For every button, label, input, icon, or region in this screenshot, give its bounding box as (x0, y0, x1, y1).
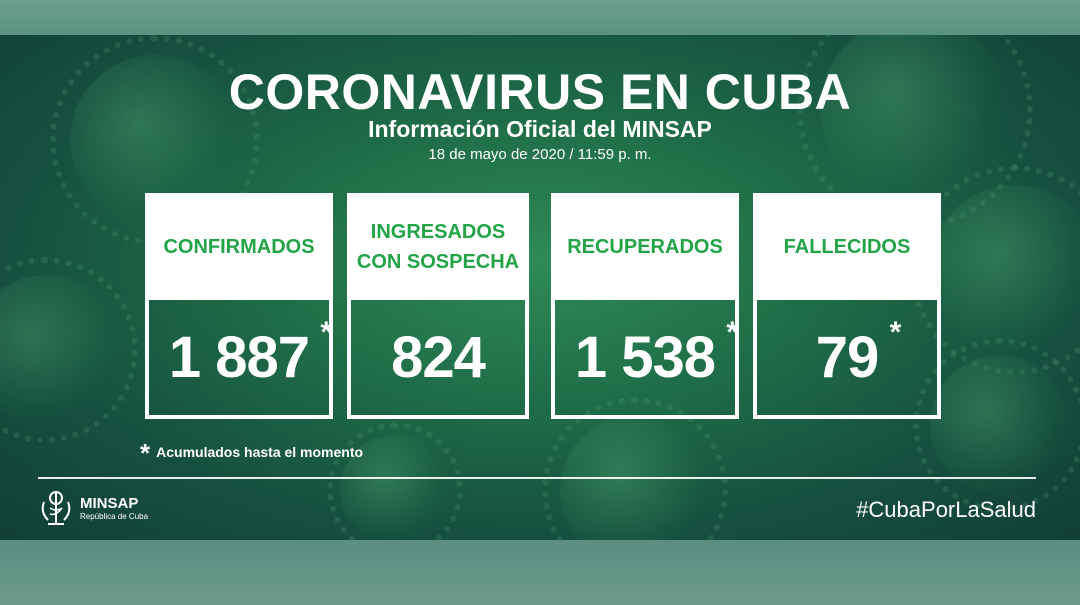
card-value-box: 1 538 * (551, 300, 739, 419)
report-date: 18 de mayo de 2020 / 11:59 p. m. (428, 146, 652, 163)
card-label: INGRESADOS CON SOSPECHA (347, 193, 529, 300)
logo-subtitle: República de Cuba (80, 512, 149, 521)
footnote: * Acumulados hasta el momento (140, 438, 364, 468)
divider (38, 477, 1036, 479)
card-value: 79 * (815, 318, 901, 391)
card-label: FALLECIDOS (753, 193, 941, 300)
card-value: 1 538 * (574, 318, 738, 391)
card-value-box: 824 (347, 300, 529, 419)
virus-decoration (0, 257, 138, 443)
card-recuperados: RECUPERADOS 1 538 * (551, 193, 739, 419)
page-title: CORONAVIRUS EN CUBA (228, 64, 852, 120)
card-value-text: 1 538 (574, 325, 716, 390)
virus-decoration (913, 338, 1080, 512)
card-label: RECUPERADOS (551, 193, 739, 300)
footnote-text: Acumulados hasta el momento (156, 444, 364, 460)
card-ingresados: INGRESADOS CON SOSPECHA 824 (347, 193, 535, 419)
main-panel: CORONAVIRUS EN CUBA Información Oficial … (0, 35, 1080, 540)
card-value-box: 79 * (753, 300, 941, 419)
minsap-emblem-icon (41, 491, 71, 525)
asterisk-mark: * (889, 316, 902, 349)
card-value-box: 1 887 * (145, 300, 333, 419)
logo-name: MINSAP (80, 495, 139, 512)
logo-text: MINSAP República de Cuba (80, 495, 148, 521)
asterisk-mark: * (320, 316, 332, 349)
card-value-text: 824 (391, 325, 486, 390)
card-label: CONFIRMADOS (145, 193, 333, 300)
page-subtitle: Información Oficial del MINSAP (368, 116, 712, 142)
card-value: 824 (391, 324, 486, 391)
card-value: 1 887 * (168, 318, 332, 391)
asterisk-mark: * (726, 316, 738, 349)
virus-decoration (326, 421, 464, 540)
card-value-text: 1 887 (168, 325, 310, 390)
hashtag: #CubaPorLaSalud (856, 497, 1036, 522)
asterisk-mark: * (140, 438, 151, 468)
bottom-band (0, 540, 1080, 605)
card-value-text: 79 (815, 325, 880, 390)
top-band (0, 0, 1080, 35)
card-fallecidos: FALLECIDOS 79 * (753, 193, 941, 419)
card-confirmados: CONFIRMADOS 1 887 * (145, 193, 333, 419)
minsap-logo: MINSAP República de Cuba (38, 487, 148, 529)
virus-decoration (909, 164, 1080, 376)
